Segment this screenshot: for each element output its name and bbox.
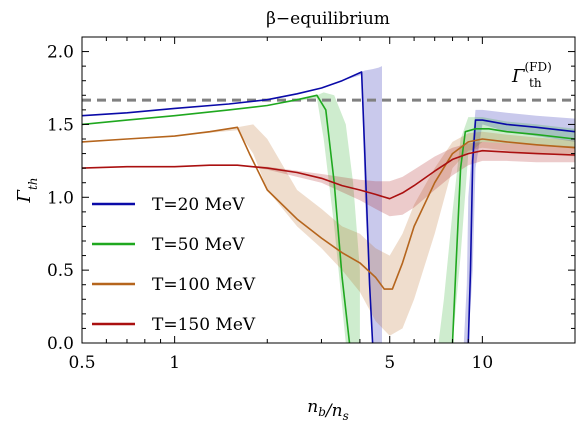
y-tick-label: 2.0 xyxy=(47,43,74,63)
band-2-0 xyxy=(82,124,575,336)
series-lines xyxy=(82,71,575,343)
x-tick-label: 5 xyxy=(384,353,395,373)
plot-frame xyxy=(81,36,576,344)
legend-label-2: T=100 MeV xyxy=(152,275,256,295)
series-line-3-0 xyxy=(82,149,575,200)
legend-label-3: T=150 MeV xyxy=(152,315,256,335)
x-axis-label: nb/ns xyxy=(307,397,349,423)
y-axis-label: Γth xyxy=(14,177,40,203)
y-tick-label: 0.5 xyxy=(47,261,74,281)
legend-label-1: T=50 MeV xyxy=(152,235,245,255)
x-tick-label: 0.5 xyxy=(68,353,95,373)
chart-title: β−equilibrium xyxy=(266,9,390,29)
band-1-0 xyxy=(82,92,360,343)
series-line-0-1 xyxy=(467,119,575,343)
y-tick-label: 1.0 xyxy=(47,188,74,208)
series-line-1-1 xyxy=(451,128,575,343)
axis-ticks xyxy=(81,36,576,344)
reference-line-group: Γ(FD) th xyxy=(82,60,575,102)
legend: T=20 MeV T=50 MeV T=100 MeV T=150 MeV xyxy=(92,195,256,335)
legend-label-0: T=20 MeV xyxy=(152,195,245,215)
reference-line-label: Γ(FD) th xyxy=(511,60,552,90)
y-tick-label: 0.0 xyxy=(47,334,74,354)
tick-labels: 0.5 1 5 100.00.51.01.52.0 xyxy=(47,43,493,373)
series-line-1-0 xyxy=(82,94,351,343)
y-tick-label: 1.5 xyxy=(47,115,74,135)
x-tick-label: 10 xyxy=(472,353,494,373)
band-1-1 xyxy=(438,117,575,343)
series-line-2-0 xyxy=(82,126,575,290)
x-tick-label: 1 xyxy=(169,353,180,373)
series-line-0-0 xyxy=(82,71,374,343)
